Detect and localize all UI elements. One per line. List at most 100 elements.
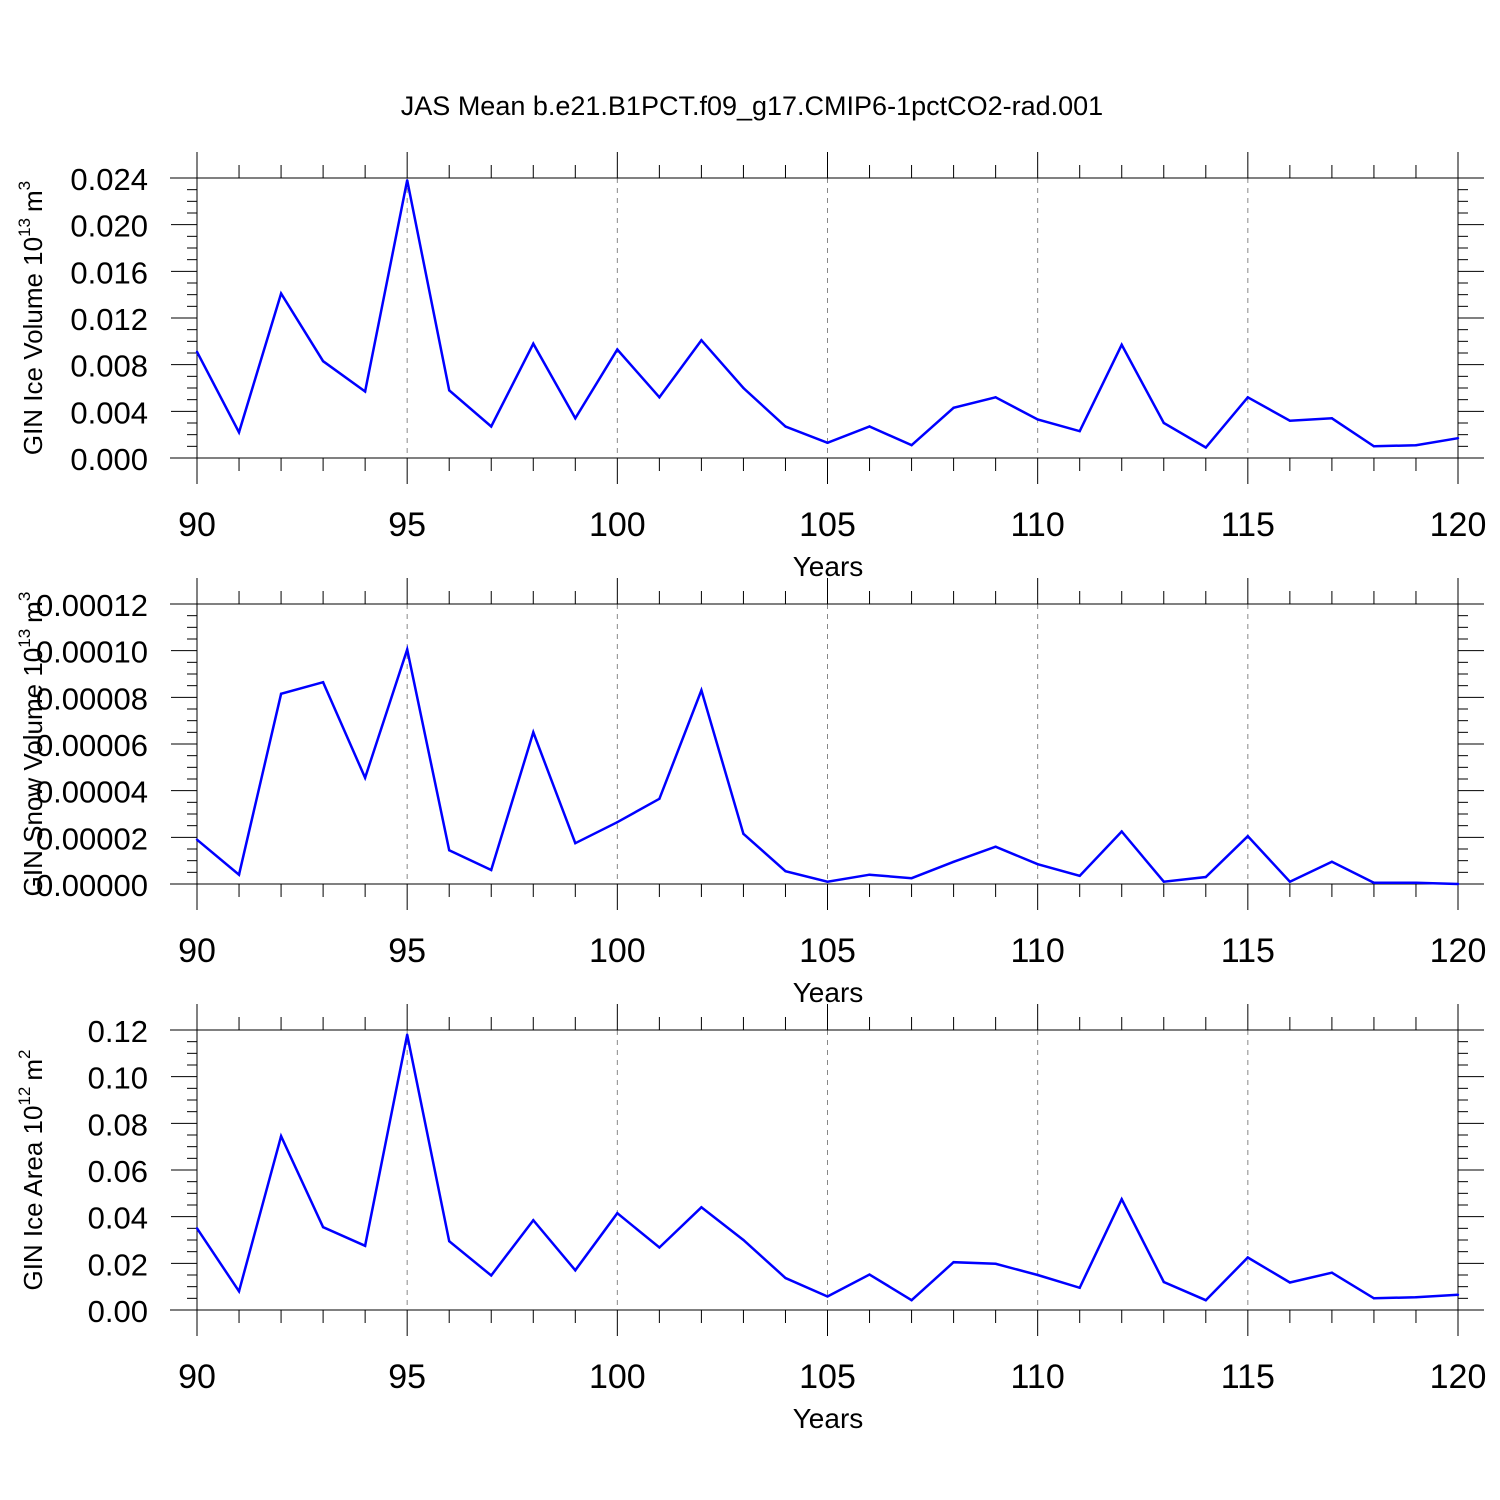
data-point-104 [784,869,787,873]
data-point-116 [1288,1281,1292,1284]
data-point-105 [826,1295,829,1298]
data-point-91 [237,873,241,876]
data-point-105 [826,880,829,883]
y-axis-label-unit: m [18,601,48,623]
data-point-106 [868,425,871,428]
data-point-102 [700,689,703,692]
data-point-98 [532,731,535,734]
data-point-112 [1120,343,1123,347]
y-axis-label-exponent: 12 [15,1087,34,1106]
data-point-97 [490,868,493,872]
y-tick-label-3: 0.06 [88,1154,148,1189]
x-axis-label: Years [793,977,864,1008]
chart-title: JAS Mean b.e21.B1PCT.f09_g17.CMIP6-1pctC… [401,91,1103,121]
y-tick-label-1: 0.00002 [36,821,148,856]
panels: 90 95 100 105 110 115 120 0.000 0.004 0.008 0.012 0… [15,152,1486,1434]
x-tick-label-105: 105 [799,932,856,970]
data-point-117 [1330,860,1334,864]
data-point-95 [405,648,409,651]
data-point-107 [910,1299,913,1302]
x-axis-label: Years [793,551,864,582]
data-point-108 [952,406,955,410]
y-axis-label: GIN Ice Area 1012 m2 [15,1049,48,1290]
y-axis-label: GIN Ice Volume 1013 m3 [15,181,48,455]
data-point-110 [1036,1273,1039,1277]
data-point-120 [1456,436,1460,440]
data-point-94 [363,1244,367,1248]
y-tick-label-5: 0.020 [70,209,148,244]
y-tick-label-2: 0.04 [88,1201,148,1236]
data-point-100 [616,820,619,824]
data-point-113 [1162,421,1165,425]
data-point-110 [1036,418,1039,421]
x-tick-label-95: 95 [388,506,426,544]
data-point-109 [994,396,997,399]
data-point-103 [742,1238,745,1242]
x-tick-label-90: 90 [178,506,216,544]
data-point-108 [952,1260,955,1264]
x-tick-label-105: 105 [799,1358,856,1396]
data-point-114 [1204,1299,1208,1302]
data-point-120 [1456,1293,1460,1297]
data-point-90 [195,350,199,354]
y-axis-label-main: GIN Ice Volume 10 [18,237,48,455]
y-tick-label-4: 0.016 [70,255,148,290]
data-point-94 [363,390,367,393]
data-point-108 [952,860,955,864]
y-tick-label-6: 0.12 [88,1014,148,1049]
data-point-97 [490,425,493,428]
data-point-96 [448,1239,451,1243]
x-tick-label-100: 100 [589,506,646,544]
x-tick-label-100: 100 [589,1358,646,1396]
data-point-96 [448,848,451,852]
y-axis-label-main: GIN Snow Volume 10 [18,648,48,897]
data-point-100 [616,1211,619,1215]
y-tick-label-1: 0.02 [88,1247,148,1282]
data-point-99 [574,417,577,420]
y-tick-label-5: 0.10 [88,1061,148,1096]
data-point-102 [700,338,703,342]
data-point-105 [826,441,829,445]
data-point-119 [1414,1295,1418,1299]
y-axis-label-unit-exponent: 3 [15,592,34,601]
data-point-114 [1204,446,1208,449]
data-point-94 [363,776,367,780]
y-tick-label-3: 0.012 [70,302,148,337]
data-point-109 [994,1262,997,1266]
data-point-116 [1288,419,1292,422]
data-point-113 [1162,1280,1165,1284]
x-tick-label-100: 100 [589,932,646,970]
data-point-106 [868,873,871,876]
data-point-97 [490,1274,493,1277]
x-tick-label-105: 105 [799,506,856,544]
data-point-111 [1078,429,1081,433]
data-point-95 [405,179,409,182]
y-axis-label-unit: m [18,1059,48,1081]
data-point-90 [195,1227,199,1230]
data-point-117 [1330,1271,1334,1274]
x-tick-label-120: 120 [1430,932,1487,970]
data-point-107 [910,443,913,447]
y-axis-label-exponent: 13 [15,629,34,648]
panel-3: 90 95 100 105 110 115 120 0.00 0.02 0.04 0.06 0.08 0… [15,1004,1486,1434]
y-axis-label-main: GIN Ice Area 10 [18,1106,48,1291]
data-point-103 [742,832,745,836]
data-point-92 [279,692,283,696]
data-point-93 [321,1225,325,1229]
x-tick-label-95: 95 [388,932,426,970]
data-point-118 [1372,445,1376,448]
x-tick-label-115: 115 [1221,506,1275,544]
data-point-92 [279,1134,283,1138]
x-tick-label-110: 110 [1011,932,1065,970]
x-tick-label-115: 115 [1221,932,1275,970]
panel-1: 90 95 100 105 110 115 120 0.000 0.004 0.008 0.012 0… [15,152,1486,582]
data-point-93 [321,680,325,684]
x-tick-label-120: 120 [1430,1358,1487,1396]
data-point-112 [1120,1197,1123,1201]
x-axis-label: Years [793,1403,864,1434]
y-tick-label-4: 0.08 [88,1107,148,1142]
y-tick-label-0: 0.00000 [36,868,148,903]
data-point-91 [237,1290,241,1293]
data-point-112 [1120,830,1123,833]
